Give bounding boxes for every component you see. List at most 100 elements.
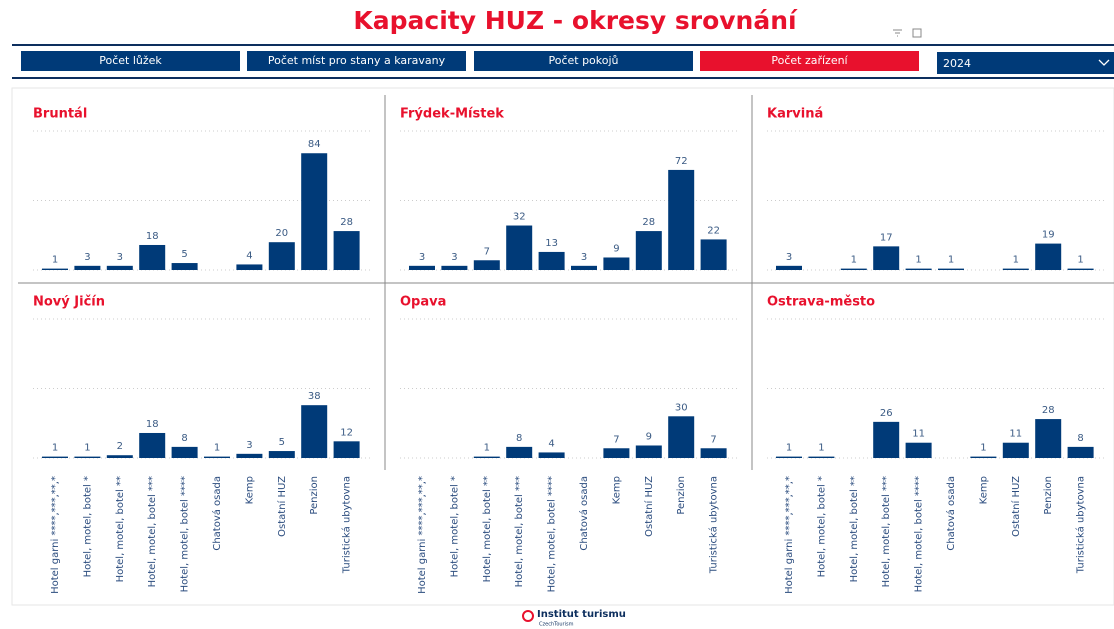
bar: [635, 231, 662, 270]
page-title: Kapacity HUZ - okresy srovnání: [353, 6, 798, 35]
data-label: 1: [1013, 255, 1019, 266]
bar: [506, 225, 533, 270]
data-label: 1: [52, 255, 58, 266]
bar: [571, 265, 597, 270]
data-label: 7: [710, 434, 716, 445]
chart-title: Nový Jičín: [33, 295, 105, 310]
bar: [873, 421, 900, 458]
data-label: 22: [707, 225, 720, 236]
bar: [42, 268, 68, 270]
bar: [1067, 446, 1094, 458]
x-tick-label: Hotel, motel, botel ****: [180, 476, 191, 592]
data-label: 1: [948, 255, 954, 266]
data-label: 3: [117, 252, 123, 263]
button-bg: [474, 51, 693, 71]
x-tick-label: Chatová osada: [945, 476, 957, 551]
bar: [700, 448, 727, 458]
data-label: 18: [146, 231, 159, 242]
data-label: 13: [545, 238, 558, 249]
button-label: Počet pokojů: [548, 54, 618, 67]
chart-title: Frýdek-Místek: [400, 107, 504, 122]
data-label: 9: [613, 243, 619, 254]
data-label: 28: [340, 217, 353, 228]
data-label: 19: [1042, 230, 1055, 241]
x-tick-label: Penzion: [1043, 476, 1054, 515]
footer-logo: Institut turismu CzechTourism: [522, 609, 626, 628]
data-label: 7: [613, 434, 619, 445]
x-tick-label: Penzion: [676, 476, 687, 515]
bar: [74, 265, 101, 270]
button-bg: [700, 51, 919, 71]
data-label: 5: [181, 249, 187, 260]
chart-title: Karviná: [767, 107, 823, 122]
x-tick-label: Hotel, motel, botel *: [449, 476, 460, 577]
x-tick-label: Hotel, motel, botel **: [482, 476, 493, 582]
x-tick-label: Hotel garni ****,***,**,*: [784, 476, 795, 594]
bar: [409, 265, 435, 270]
bar: [873, 246, 900, 270]
data-label: 4: [548, 438, 554, 449]
data-label: 72: [675, 156, 688, 167]
data-label: 5: [279, 437, 285, 448]
data-label: 17: [880, 232, 893, 243]
bar: [139, 432, 166, 458]
data-label: 84: [308, 139, 321, 150]
x-tick-label: Hotel, motel, botel **: [115, 476, 126, 582]
x-tick-label: Hotel, motel, botel **: [849, 476, 860, 582]
x-tick-label: Ostatní HUZ: [276, 476, 288, 537]
bar: [938, 268, 964, 270]
chart-title: Bruntál: [33, 107, 87, 122]
button-bg: [21, 51, 240, 71]
bar: [333, 441, 360, 458]
bar: [668, 416, 695, 458]
x-tick-label: Hotel, motel, botel ***: [514, 476, 525, 587]
data-label: 28: [1042, 405, 1055, 416]
logo-text: Institut turismu: [537, 609, 626, 620]
x-tick-label: Penzion: [309, 476, 320, 515]
bar: [538, 251, 565, 270]
bar: [970, 456, 997, 458]
data-label: 1: [818, 443, 824, 454]
data-label: 1: [484, 443, 490, 454]
bar: [42, 456, 68, 458]
bar: [236, 453, 263, 458]
tab-button[interactable]: Počet pokojů: [474, 51, 693, 71]
data-label: 12: [340, 427, 353, 438]
bar: [1067, 268, 1094, 270]
x-tick-label: Kemp: [611, 476, 622, 504]
data-label: 1: [851, 255, 857, 266]
bar: [301, 153, 328, 270]
data-label: 3: [786, 252, 792, 263]
x-tick-label: Hotel, motel, botel ****: [547, 476, 558, 592]
bar: [74, 456, 101, 458]
x-tick-label: Hotel, motel, botel ***: [147, 476, 158, 587]
tab-button[interactable]: Počet lůžek: [21, 51, 240, 71]
x-tick-label: Hotel, motel, botel *: [816, 476, 827, 577]
chart-title: Opava: [400, 295, 446, 310]
bar: [268, 451, 295, 458]
data-label: 26: [880, 408, 893, 419]
bar: [635, 445, 662, 458]
data-label: 8: [516, 433, 522, 444]
bar: [776, 456, 802, 458]
x-tick-label: Turistická ubytovna: [341, 476, 353, 574]
bar: [506, 446, 533, 458]
tab-button[interactable]: Počet míst pro stany a karavany: [247, 51, 466, 71]
x-tick-label: Turistická ubytovna: [1075, 476, 1087, 574]
bar: [776, 265, 802, 270]
data-label: 4: [246, 250, 252, 261]
year-dropdown[interactable]: 2024: [937, 52, 1114, 74]
tab-button[interactable]: Počet zařízení: [700, 51, 919, 71]
chart-title: Ostrava-město: [767, 295, 875, 310]
data-label: 2: [117, 441, 123, 452]
bar: [171, 446, 198, 458]
data-label: 1: [84, 443, 90, 454]
x-tick-label: Hotel, motel, botel *: [82, 476, 93, 577]
bar: [603, 257, 630, 270]
bar: [1035, 419, 1062, 458]
bar: [603, 448, 630, 458]
x-tick-label: Hotel garni ****,***,**,*: [417, 476, 428, 594]
bar: [171, 263, 198, 270]
x-tick-label: Hotel garni ****,***,**,*: [50, 476, 61, 594]
x-tick-label: Ostatní HUZ: [643, 476, 655, 537]
